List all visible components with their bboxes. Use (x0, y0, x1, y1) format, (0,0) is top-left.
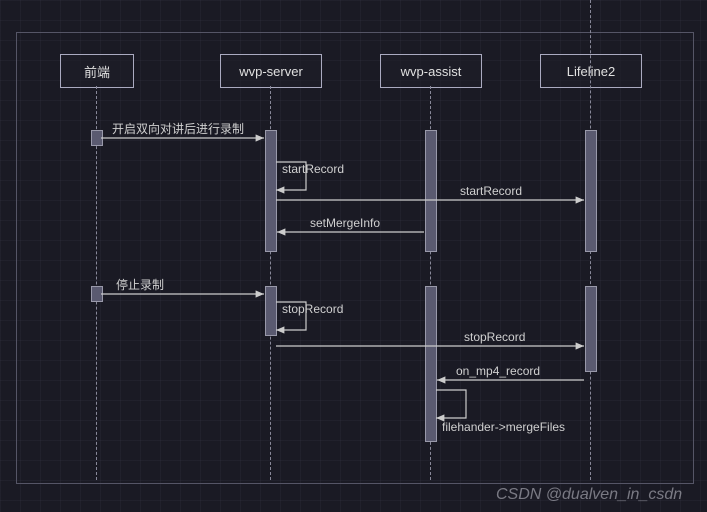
participant-label: Lifeline2 (567, 64, 615, 79)
watermark-text: CSDN @dualven_in_csdn (496, 486, 682, 504)
activation-bar (585, 286, 597, 372)
message-label: 停止录制 (116, 276, 164, 293)
message-label: stopRecord (464, 330, 525, 344)
activation-bar (91, 130, 103, 146)
activation-bar (425, 130, 437, 252)
participant-frontend: 前端 (60, 54, 134, 88)
message-label: startRecord (460, 184, 522, 198)
activation-bar (425, 286, 437, 442)
message-label: 开启双向对讲后进行录制 (112, 120, 244, 137)
message-label: filehander->mergeFiles (442, 420, 565, 434)
activation-bar (265, 130, 277, 252)
activation-bar (265, 286, 277, 336)
activation-bar (585, 130, 597, 252)
participant-label: 前端 (84, 62, 110, 81)
message-label: setMergeInfo (310, 216, 380, 230)
diagram-border (16, 32, 694, 484)
message-label: stopRecord (282, 302, 343, 316)
participant-wvp-assist: wvp-assist (380, 54, 482, 88)
participant-wvp-server: wvp-server (220, 54, 322, 88)
participant-label: wvp-server (239, 64, 303, 79)
participant-label: wvp-assist (401, 64, 462, 79)
message-label: on_mp4_record (456, 364, 540, 378)
participant-lifeline2: Lifeline2 (540, 54, 642, 88)
activation-bar (91, 286, 103, 302)
message-label: startRecord (282, 162, 344, 176)
